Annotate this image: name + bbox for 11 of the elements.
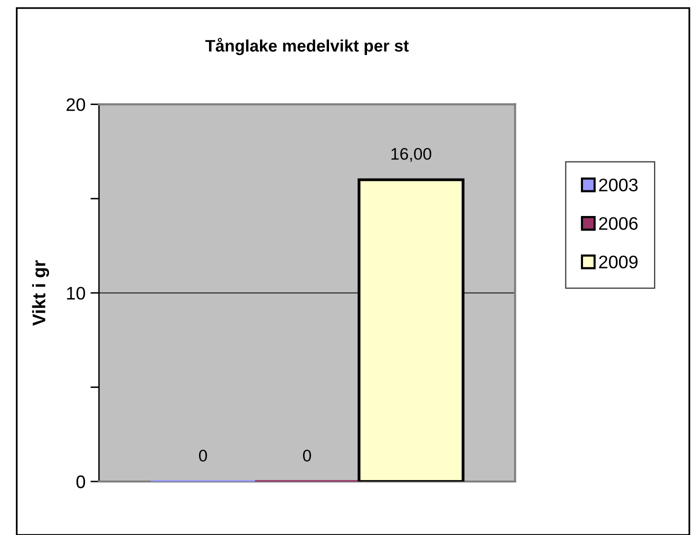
y-tick-label: 10 (67, 286, 86, 300)
y-axis-title: Vikt i gr (32, 260, 50, 326)
legend-label: 2006 (599, 217, 638, 230)
data-label: 0 (303, 450, 312, 462)
y-tick-label: 20 (66, 98, 86, 112)
legend-label: 2003 (599, 178, 638, 192)
y-tick-label: 0 (76, 475, 86, 488)
data-label: 16,00 (391, 148, 432, 162)
legend-label: 2009 (599, 256, 638, 268)
chart-title: Tånglake medelvikt per st (205, 38, 409, 56)
data-label: 0 (199, 450, 207, 462)
